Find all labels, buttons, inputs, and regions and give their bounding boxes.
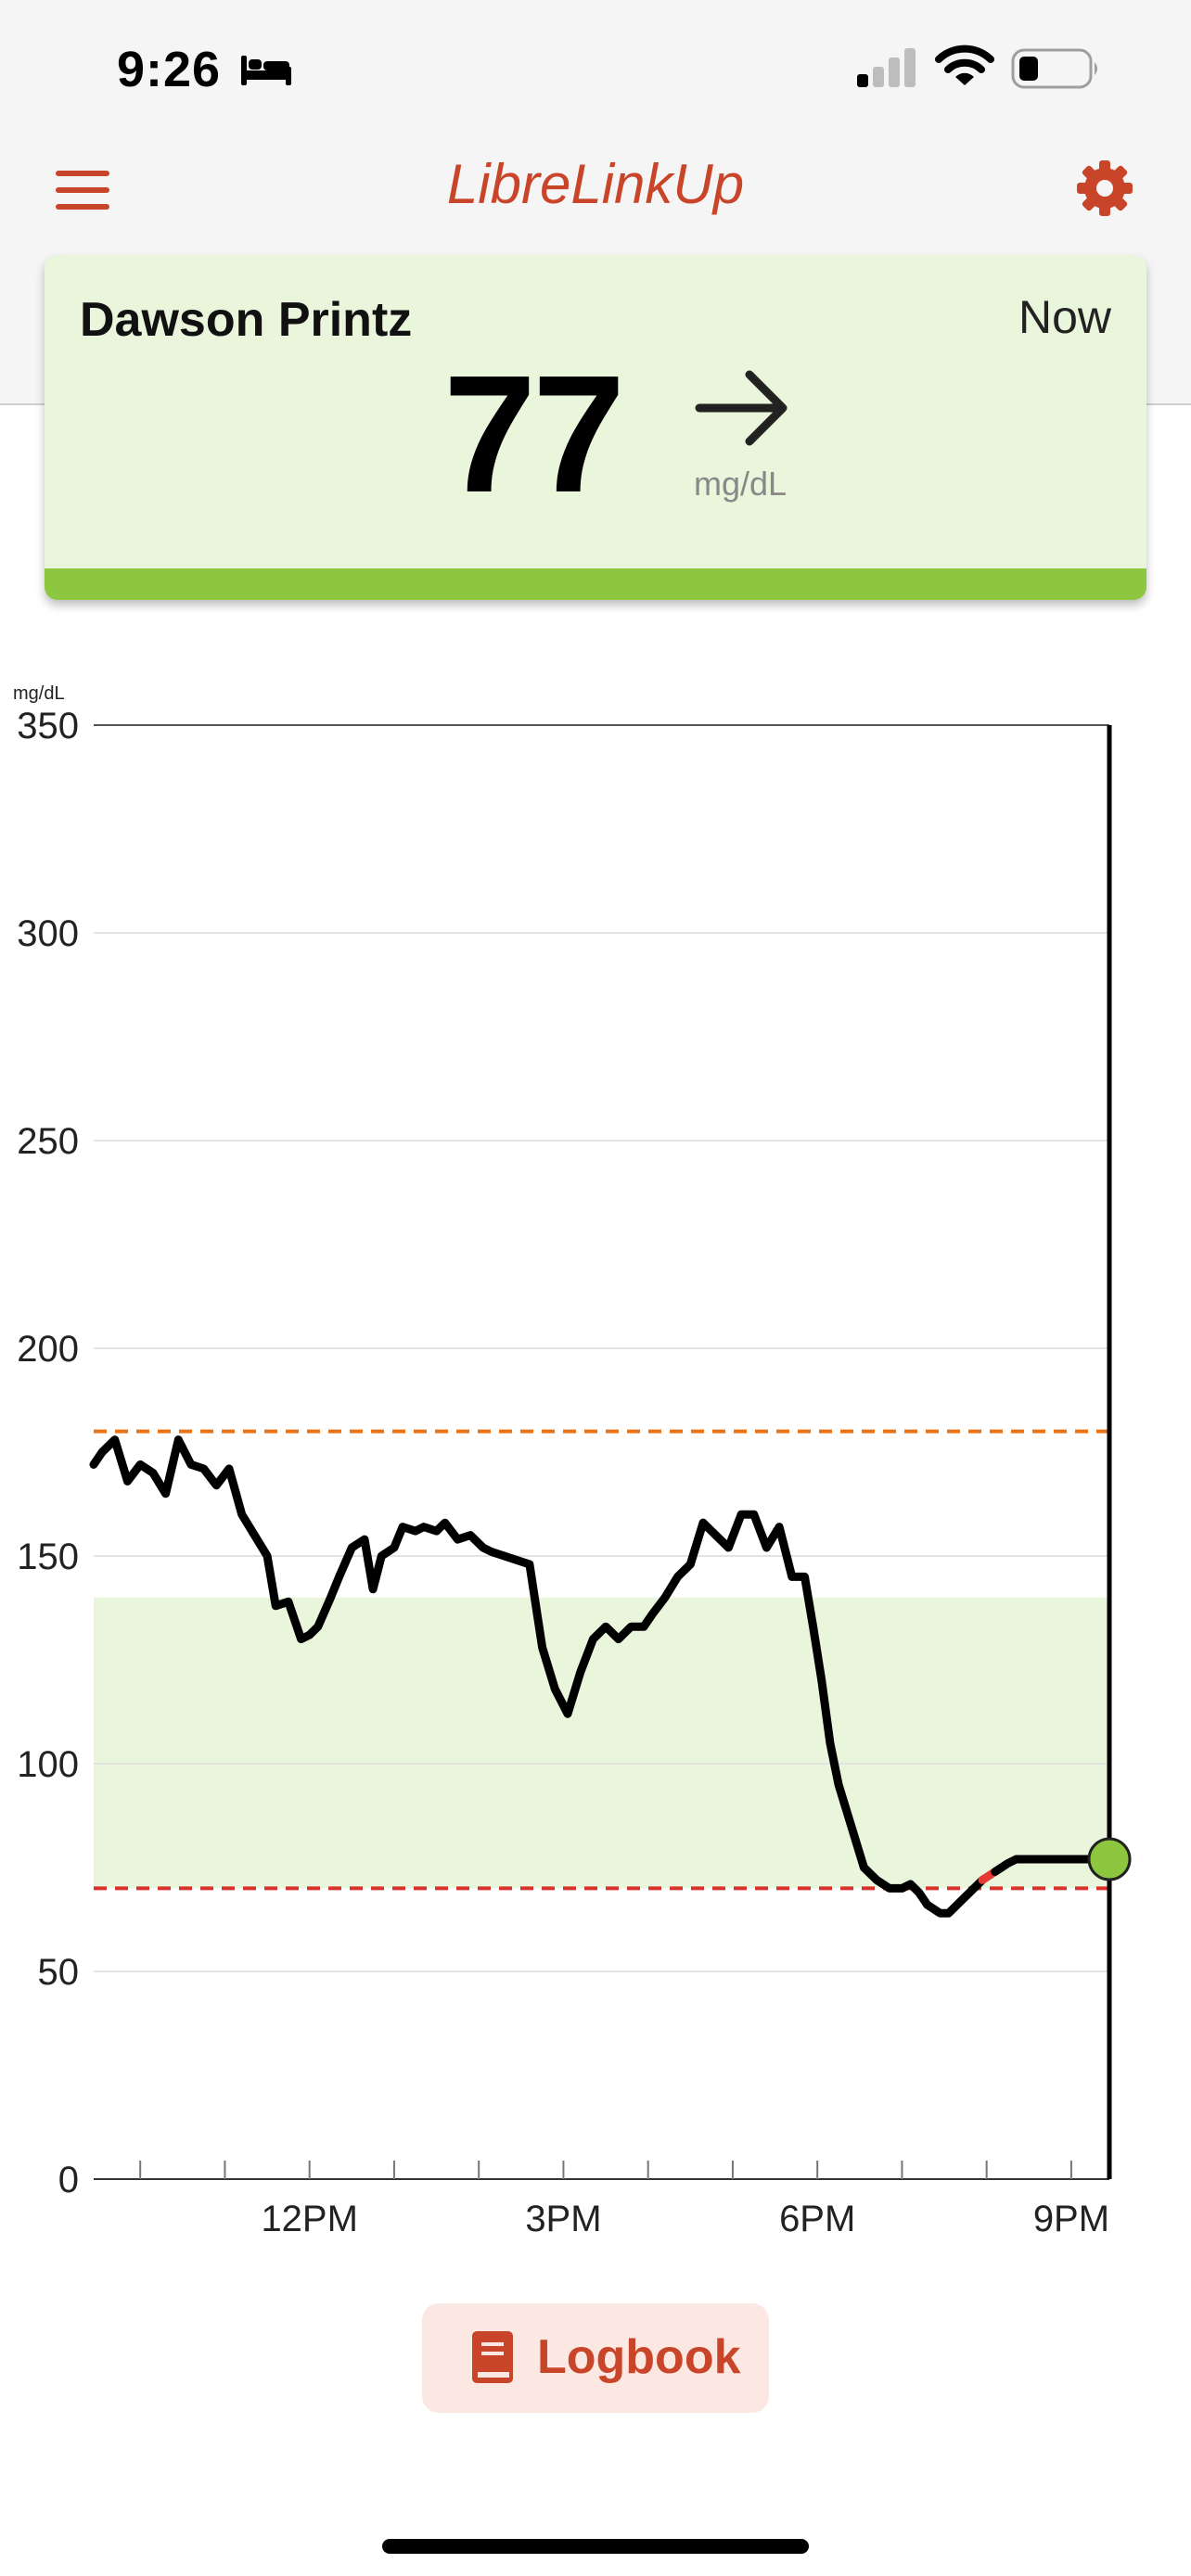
patient-name: Dawson Printz [80, 293, 413, 347]
x-tick-label: 12PM [261, 2199, 358, 2239]
status-bar [0, 0, 1191, 139]
battery-icon [1011, 48, 1097, 89]
glucose-value: 77 [443, 341, 625, 528]
y-axis-unit-label: mg/dL [13, 683, 65, 704]
status-time: 9:26 [117, 42, 222, 97]
wifi-icon [935, 45, 994, 85]
y-tick-label: 150 [17, 1537, 79, 1577]
cellular-signal-icon [857, 48, 916, 87]
y-tick-label: 350 [17, 706, 79, 746]
sleep-focus-icon [241, 56, 291, 85]
y-tick-label: 0 [58, 2160, 79, 2200]
x-tick-label: 6PM [779, 2199, 855, 2239]
y-tick-label: 300 [17, 913, 79, 954]
reading-time: Now [1018, 291, 1111, 343]
glucose-trace [89, 1435, 987, 1918]
glucose-unit: mg/dL [694, 465, 788, 503]
current-reading-point [1087, 1837, 1132, 1881]
logbook-button[interactable]: Logbook [422, 2303, 769, 2413]
x-tick-label: 9PM [1033, 2199, 1109, 2239]
y-tick-label: 250 [17, 1121, 79, 1162]
x-tick-label: 3PM [525, 2199, 601, 2239]
home-indicator[interactable] [382, 2539, 809, 2554]
book-icon [472, 2331, 513, 2383]
y-tick-label: 50 [38, 1952, 80, 1993]
app-title: LibreLinkUp [446, 153, 745, 215]
in-range-status-bar [45, 568, 1146, 600]
y-tick-label: 100 [17, 1744, 79, 1785]
y-tick-label: 200 [17, 1329, 79, 1370]
patient-glucose-card[interactable]: Dawson Printz Now 77 mg/dL [45, 255, 1146, 600]
hamburger-menu-icon[interactable] [54, 167, 111, 213]
target-range-band [94, 1597, 1109, 1889]
glucose-trace-recent [991, 1855, 1114, 1876]
right-arrow-icon [695, 370, 788, 446]
settings-gear-icon[interactable] [1076, 159, 1133, 217]
logbook-label: Logbook [537, 2330, 741, 2384]
